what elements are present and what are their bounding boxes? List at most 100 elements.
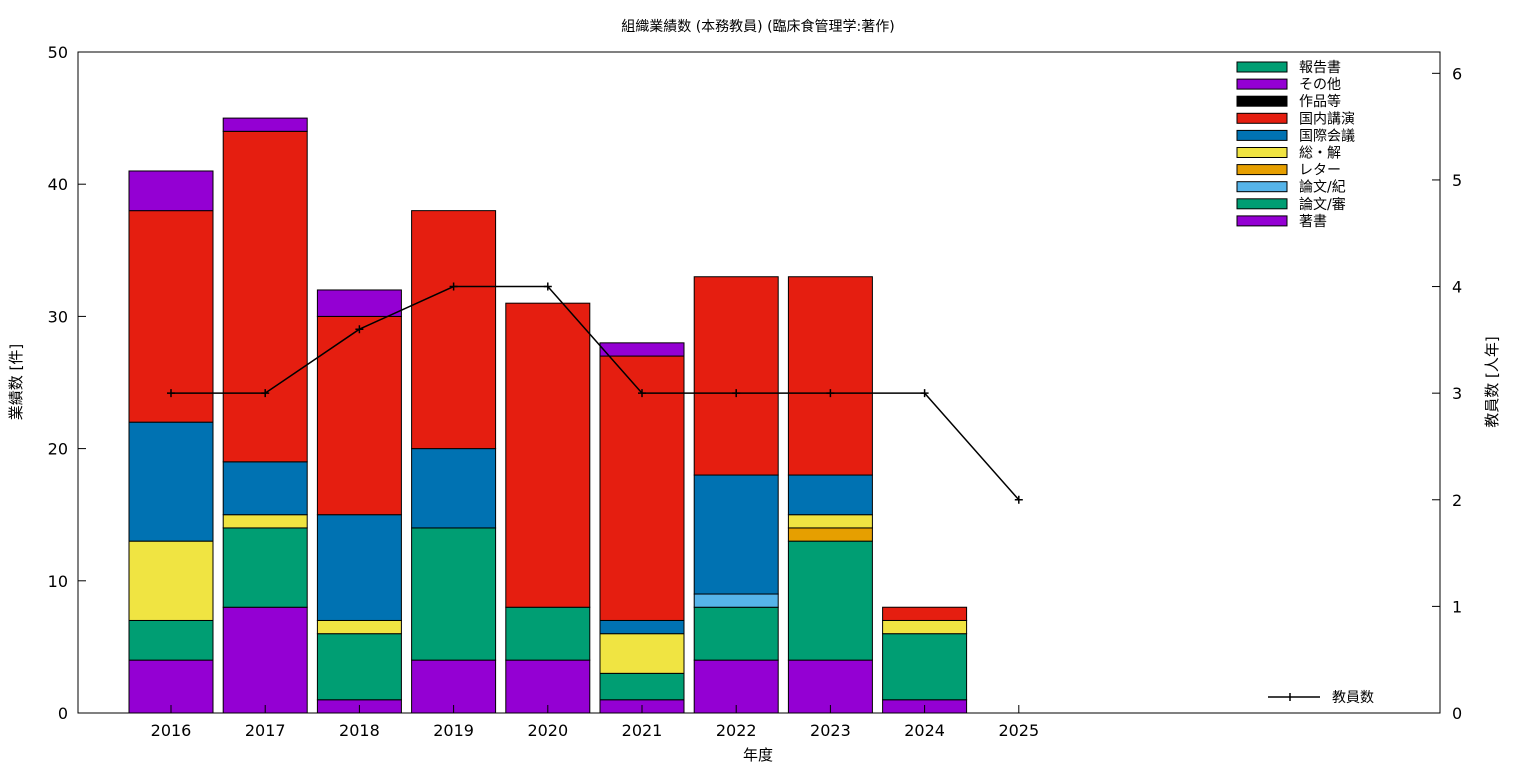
y2-axis-label: 教員数 [人年] [1483,336,1501,427]
legend-label: 国内講演 [1299,111,1355,127]
bar-segment [316,289,402,317]
bar-segment [316,514,402,621]
plot-frame [77,51,1441,714]
bar-segment [411,448,497,529]
legend-line-label: 教員数 [1332,690,1374,706]
legend-swatch [1236,215,1288,227]
legend-label: 報告書 [1299,60,1341,76]
x-tick-label: 2019 [433,721,474,740]
bar-segment [411,210,497,450]
legend-label: 論文/審 [1299,197,1346,213]
bar-segment [411,659,497,714]
bar-segment [787,540,873,661]
legend-label: その他 [1299,77,1341,93]
bar-segment [599,633,685,674]
legend-swatch [1236,164,1288,176]
bar-segment [882,606,968,621]
bar-segment [411,527,497,661]
bar-segment [787,527,873,542]
bar-segment [787,659,873,714]
bar-segment [128,210,214,423]
bar-segment [693,606,779,661]
x-tick-label: 2025 [998,721,1039,740]
bar-segment [599,619,685,635]
line-series-point [261,389,270,398]
legend-swatch [1236,61,1288,73]
bar-segment [505,606,591,661]
bar-segment [128,540,214,621]
legend-label: レター [1299,163,1341,179]
bar-layer [128,117,968,714]
legend-swatch [1236,78,1288,90]
line-series-point [638,389,646,398]
y-tick-label: 10 [48,572,68,591]
line-series-point [826,389,835,398]
bar-segment [599,342,685,357]
line-series-point [920,389,929,398]
y-tick-label: 0 [58,704,68,723]
bar-segment [128,170,214,212]
legend-swatch [1236,129,1288,141]
x-tick-label: 2021 [622,721,663,740]
y2-tick-label: 2 [1452,491,1462,510]
bar-segment [882,633,968,701]
y-axis-label: 業績数 [件] [7,344,25,420]
legend-label: 論文/紀 [1299,180,1346,196]
line-series-point [449,282,458,291]
y2-tick-label: 5 [1452,171,1462,190]
y-tick-label: 20 [48,440,68,459]
bar-segment [693,659,779,714]
y2-tick-label: 3 [1452,384,1462,403]
y2-tick-label: 6 [1452,64,1462,83]
bar-segment [222,527,308,608]
y2-tick-label: 0 [1452,704,1462,723]
line-series-point [355,325,364,334]
bar-segment [128,619,214,661]
bar-segment [505,302,591,608]
bar-segment [787,474,873,516]
legend-label: 著書 [1299,214,1327,230]
bar-segment [882,619,968,635]
legend-label: 総・解 [1299,146,1341,162]
bar-segment [787,514,873,529]
x-tick-label: 2016 [151,721,192,740]
bar-segment [222,461,308,516]
line-layer [167,282,1023,504]
bar-segment [128,421,214,542]
x-tick-label: 2022 [716,721,757,740]
legend-swatch [1236,147,1288,158]
tick-layer: 0 10 20 30 40 50 0 1 2 3 4 5 6 2016 2017 2018 2019 2020 20… [48,43,1463,740]
y-tick-label: 40 [48,175,68,194]
bar-segment [316,315,402,516]
line-series-point [732,389,741,398]
line-series-point [543,282,552,291]
x-tick-label: 2018 [339,721,380,740]
bar-segment [693,474,779,595]
x-tick-label: 2017 [245,721,286,740]
line-series-path [171,285,1020,501]
bar-segment [222,117,308,132]
bar-segment [316,619,402,635]
y2-tick-label: 1 [1452,597,1462,616]
legend-label: 作品等 [1299,93,1341,110]
line-series-point [1014,495,1023,504]
bar-segment [693,276,779,476]
chart-title: 組織業績数 (本務教員) (臨床食管理学:著作) [621,18,894,35]
bar-segment [599,672,685,701]
legend-label: 国際会議 [1299,127,1355,144]
bar-segment [316,633,402,701]
x-tick-label: 2020 [527,721,568,740]
x-axis-label: 年度 [743,746,773,764]
bar-segment [599,355,685,621]
legend-swatch [1236,95,1288,107]
y-tick-label: 50 [48,43,68,62]
y-tick-label: 30 [48,307,68,326]
legend-swatch [1236,112,1288,124]
x-tick-label: 2024 [904,721,945,740]
bar-segment [787,276,873,476]
bar-segment [693,593,779,608]
bar-segment [222,606,308,714]
bar-segment [222,130,308,463]
bar-segment [128,659,214,714]
